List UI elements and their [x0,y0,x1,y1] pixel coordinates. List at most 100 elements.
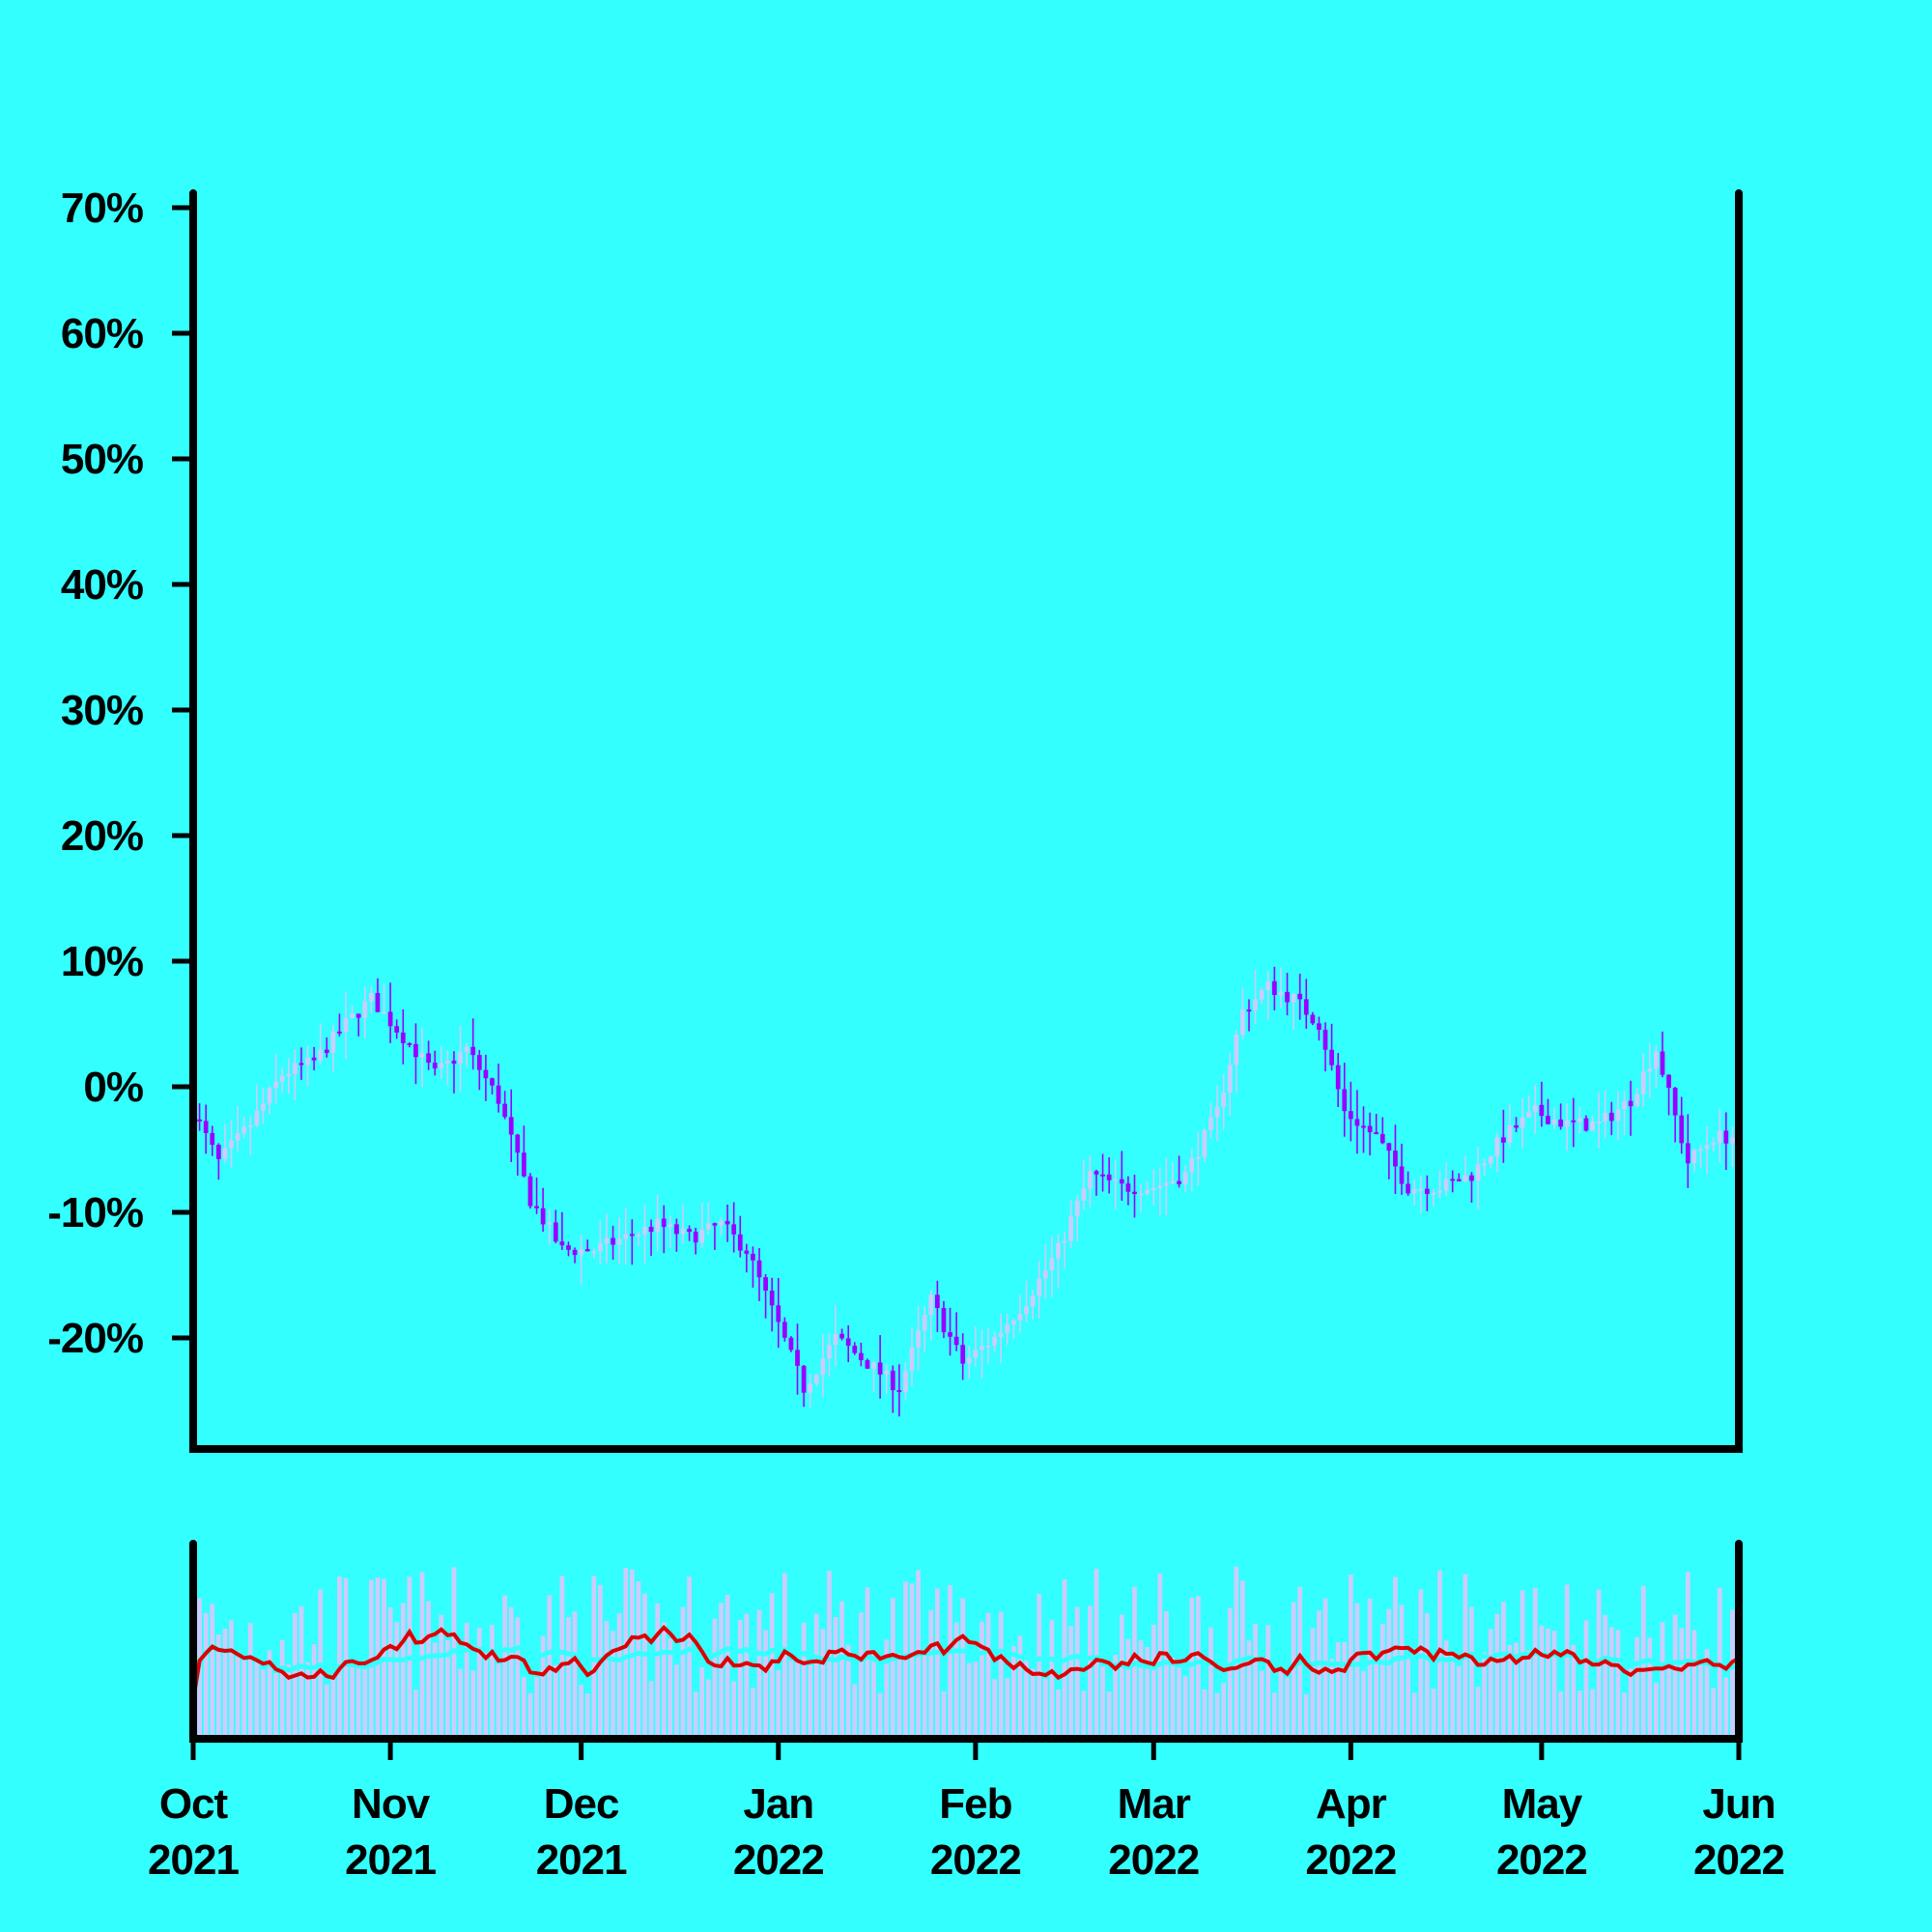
volume-bar [1456,1665,1462,1739]
volume-bar [1164,1611,1169,1739]
volume-bar [1342,1641,1348,1739]
volume-bar [559,1576,565,1739]
volume-bar [1017,1635,1023,1739]
candle-body [1132,1191,1137,1195]
candle-body [1564,1120,1570,1127]
candle-body [636,1235,641,1237]
candle-body [1469,1175,1474,1181]
candle-body [1195,1156,1201,1159]
volume-bar [1177,1663,1181,1739]
candle-body [1546,1116,1550,1124]
x-tick-year: 2021 [536,1836,627,1884]
candle-body [808,1383,813,1393]
candle-body [973,1350,979,1358]
volume-bar [896,1653,902,1739]
y-tick-label: 20% [61,812,143,860]
candle-body [712,1223,718,1226]
candle-body [966,1357,972,1364]
candle-body [661,1218,667,1228]
candle-body [1551,1119,1557,1124]
candle-body [305,1057,310,1065]
volume-bar [267,1650,272,1739]
volume-bar [350,1662,355,1739]
candle-body [655,1218,661,1233]
volume-bar [1119,1614,1124,1739]
volume-bar [1615,1630,1621,1739]
candle-body [916,1330,921,1348]
candle-body [1157,1185,1163,1189]
candle-body [483,1069,489,1079]
candle-body [1717,1130,1722,1144]
candle-body [1647,1068,1653,1072]
candle-body [744,1250,750,1254]
candle-body [458,1052,463,1065]
candle-body [508,1117,514,1135]
volume-bar [763,1630,768,1739]
candle-body [1634,1094,1640,1107]
candle-body [865,1360,870,1369]
volume-bar [1730,1609,1735,1739]
volume-bar [1214,1692,1220,1739]
volume-bar [680,1606,686,1739]
volume-bar [648,1681,654,1739]
candle-body [998,1332,1004,1337]
candle-body [426,1053,431,1064]
candle-body [1577,1118,1582,1122]
volume-bar [820,1629,826,1739]
candle-body [419,1053,425,1058]
volume-bar [1189,1597,1195,1739]
candle-body [788,1337,794,1350]
x-tick-year: 2022 [733,1836,824,1884]
candle-body [1335,1065,1341,1090]
volume-bar [1399,1605,1405,1739]
candle-body [1456,1179,1462,1181]
volume-bar [394,1622,400,1739]
candle-body [1596,1122,1602,1124]
y-tick-label: 0% [83,1064,143,1111]
volume-bar [254,1659,260,1739]
candle-body [337,1031,342,1034]
candle-body [1379,1134,1385,1144]
candle-body [445,1060,450,1064]
x-tick-year: 2022 [1108,1836,1199,1884]
volume-bar [724,1595,730,1739]
volume-bar [470,1670,476,1739]
x-tick-month: Jun [1702,1780,1775,1828]
volume-bar [464,1623,469,1739]
candle-body [1374,1132,1379,1135]
candle-body [960,1345,966,1364]
volume-bar [337,1576,342,1739]
candle-body [877,1362,883,1375]
candle-body [292,1063,298,1075]
volume-bar [960,1598,966,1739]
volume-bar [1151,1624,1156,1739]
candle-body [852,1346,858,1353]
y-tick-label: -20% [47,1315,143,1362]
volume-bar [483,1647,489,1739]
y-tick-label: 40% [61,561,143,609]
candle-body [1539,1104,1545,1117]
price-panel-frame [189,189,1743,1453]
volume-bar [1514,1642,1519,1739]
volume-bar [1285,1677,1290,1739]
candle-body [553,1222,558,1242]
x-tick-year: 2021 [148,1836,239,1884]
candle-body [687,1229,692,1233]
volume-bar [242,1656,247,1739]
candle-body [1698,1149,1703,1151]
volume-bar [324,1684,329,1739]
candle-body [215,1145,221,1159]
candle-body [611,1237,615,1245]
volume-bar [1558,1690,1564,1739]
candle-body [1253,999,1258,1010]
volume-bar [705,1679,711,1739]
candle-body [1265,980,1271,990]
candle-body [1056,1242,1061,1259]
candle-body [642,1226,647,1236]
volume-bar [476,1627,482,1739]
volume-bar [1037,1594,1042,1739]
candle-body [470,1046,476,1056]
x-tick-month: Nov [352,1780,431,1828]
candle-body [769,1291,775,1306]
